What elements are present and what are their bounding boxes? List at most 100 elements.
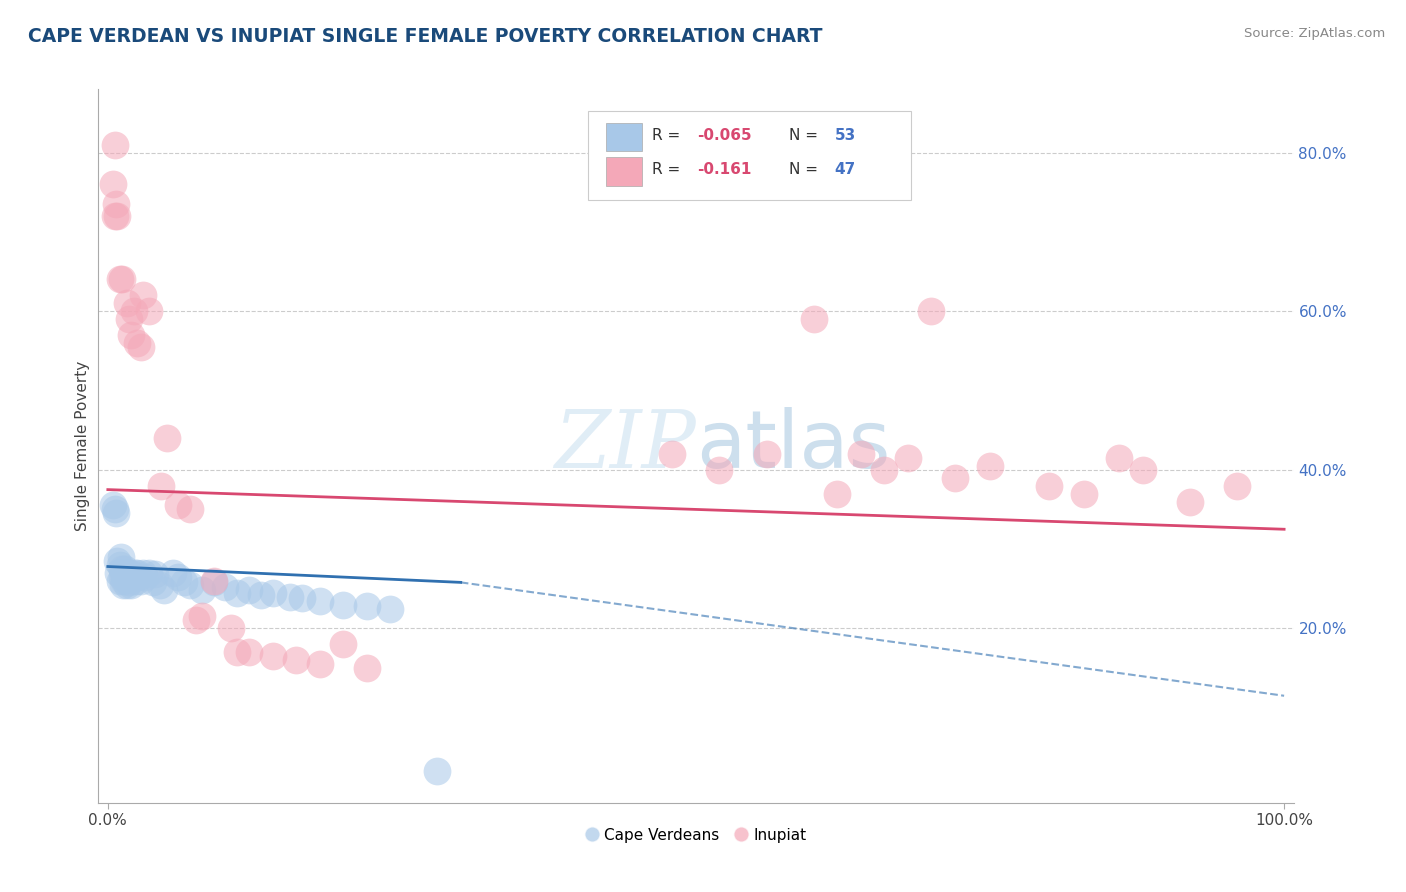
- Point: [308, 593, 330, 607]
- Legend: Cape Verdeans, Inupiat: Cape Verdeans, Inupiat: [579, 822, 813, 848]
- Point: [122, 304, 145, 318]
- Point: [873, 463, 896, 477]
- Point: [124, 566, 146, 580]
- Text: N =: N =: [789, 128, 823, 143]
- Point: [112, 578, 135, 592]
- Point: [129, 340, 152, 354]
- Point: [111, 272, 134, 286]
- Point: [332, 637, 354, 651]
- Point: [308, 657, 330, 671]
- Point: [104, 137, 127, 152]
- Point: [107, 566, 129, 580]
- Point: [120, 328, 142, 343]
- Point: [214, 580, 236, 594]
- Point: [221, 621, 243, 635]
- Point: [114, 570, 136, 584]
- Point: [332, 598, 354, 612]
- Point: [132, 566, 155, 580]
- Point: [202, 574, 225, 588]
- Point: [202, 575, 225, 590]
- Point: [278, 590, 301, 604]
- Point: [105, 554, 128, 568]
- Point: [1178, 494, 1201, 508]
- Point: [226, 645, 249, 659]
- Point: [356, 599, 378, 614]
- Point: [101, 178, 124, 192]
- Text: Source: ZipAtlas.com: Source: ZipAtlas.com: [1244, 27, 1385, 40]
- Point: [105, 507, 128, 521]
- Point: [117, 570, 139, 584]
- FancyBboxPatch shape: [606, 157, 643, 186]
- Point: [112, 574, 135, 588]
- Point: [132, 288, 155, 302]
- Point: [849, 447, 872, 461]
- Point: [115, 578, 138, 592]
- Point: [162, 566, 184, 580]
- Point: [127, 570, 149, 584]
- Point: [179, 578, 201, 592]
- Point: [755, 447, 778, 461]
- Point: [141, 575, 163, 590]
- Point: [134, 570, 156, 584]
- Point: [120, 578, 142, 592]
- Point: [153, 583, 176, 598]
- Text: ZIP: ZIP: [554, 408, 696, 484]
- Point: [112, 566, 135, 580]
- Text: 47: 47: [835, 162, 856, 178]
- Y-axis label: Single Female Poverty: Single Female Poverty: [75, 361, 90, 531]
- Point: [920, 304, 942, 318]
- Point: [122, 570, 145, 584]
- Point: [184, 614, 207, 628]
- FancyBboxPatch shape: [606, 123, 643, 152]
- Point: [149, 578, 172, 592]
- Point: [262, 585, 284, 599]
- Point: [127, 566, 149, 580]
- Point: [156, 431, 179, 445]
- Point: [238, 645, 260, 659]
- Point: [709, 463, 731, 477]
- Point: [104, 502, 127, 516]
- Point: [108, 558, 131, 572]
- Text: R =: R =: [652, 162, 690, 178]
- Point: [167, 570, 190, 584]
- Point: [1132, 463, 1154, 477]
- Point: [661, 447, 683, 461]
- Point: [138, 566, 160, 580]
- Text: -0.065: -0.065: [697, 128, 752, 143]
- Point: [825, 486, 848, 500]
- Point: [121, 567, 143, 582]
- Text: N =: N =: [789, 162, 823, 178]
- Point: [1108, 450, 1130, 465]
- Point: [108, 272, 131, 286]
- Point: [262, 649, 284, 664]
- Point: [238, 583, 260, 598]
- Point: [118, 312, 141, 326]
- Point: [191, 609, 214, 624]
- Point: [173, 575, 195, 590]
- Point: [249, 588, 271, 602]
- Text: 53: 53: [835, 128, 856, 143]
- Point: [1226, 478, 1249, 492]
- Text: atlas: atlas: [696, 407, 890, 485]
- Point: [191, 583, 214, 598]
- Point: [1073, 486, 1095, 500]
- Point: [226, 585, 249, 599]
- Point: [118, 575, 141, 590]
- Point: [120, 567, 142, 582]
- Point: [105, 209, 128, 223]
- Point: [127, 335, 149, 350]
- Point: [943, 471, 966, 485]
- Point: [1038, 478, 1060, 492]
- Point: [426, 764, 449, 778]
- Point: [104, 209, 127, 223]
- Point: [285, 653, 308, 667]
- Point: [125, 574, 148, 588]
- Point: [803, 312, 825, 326]
- Point: [378, 601, 401, 615]
- Point: [111, 562, 134, 576]
- Point: [167, 499, 190, 513]
- Point: [138, 304, 160, 318]
- Point: [129, 574, 152, 588]
- Point: [108, 574, 131, 588]
- Point: [179, 502, 201, 516]
